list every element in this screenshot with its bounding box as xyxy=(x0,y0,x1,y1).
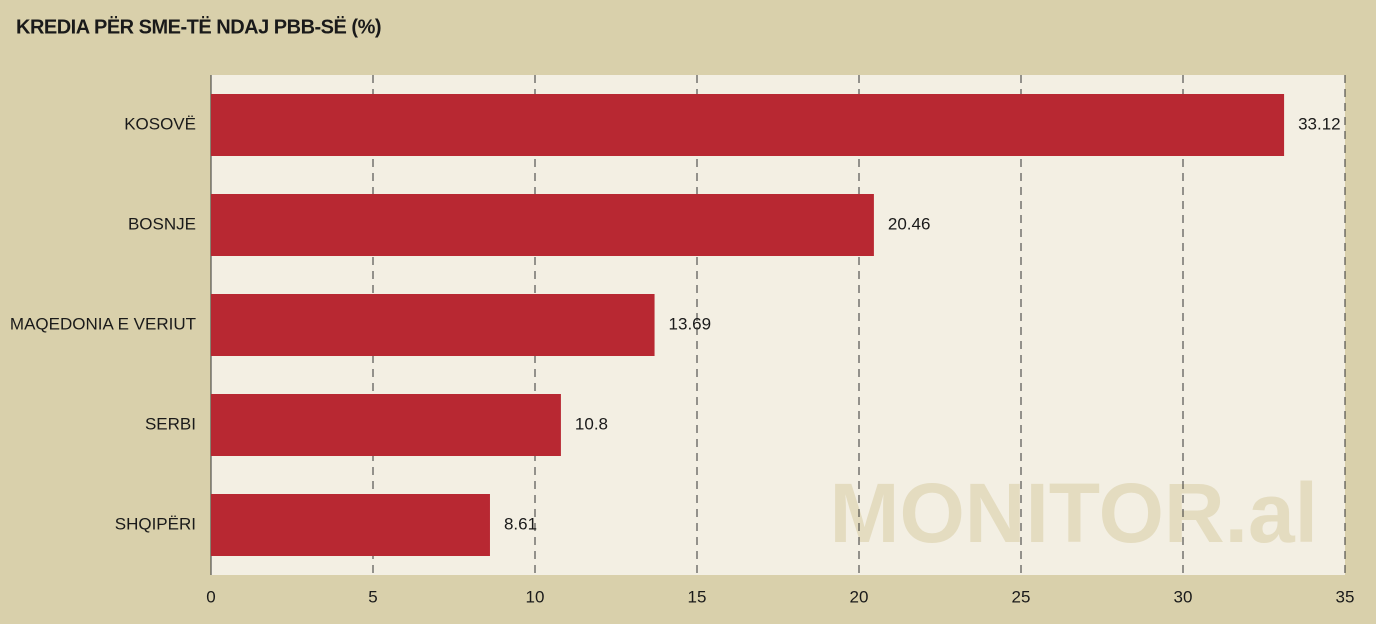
chart-title: KREDIA PËR SME-TË NDAJ PBB-SË (%) xyxy=(16,15,381,38)
bar xyxy=(211,194,874,256)
x-tick-label: 10 xyxy=(526,587,545,606)
bar xyxy=(211,294,655,356)
x-tick-label: 30 xyxy=(1174,587,1193,606)
x-tick-label: 35 xyxy=(1336,587,1355,606)
x-tick-label: 15 xyxy=(688,587,707,606)
y-tick-label: BOSNJE xyxy=(128,214,196,233)
y-tick-label: SHQIPËRI xyxy=(115,514,196,533)
y-tick-label: MAQEDONIA E VERIUT xyxy=(10,314,196,333)
watermark: MONITOR.al xyxy=(830,466,1319,560)
y-tick-label: SERBI xyxy=(145,414,196,433)
data-label: 8.61 xyxy=(504,514,537,533)
data-label: 20.46 xyxy=(888,214,931,233)
data-label: 10.8 xyxy=(575,414,608,433)
x-tick-label: 25 xyxy=(1012,587,1031,606)
x-tick-label: 0 xyxy=(206,587,215,606)
data-label: 13.69 xyxy=(669,314,712,333)
bar xyxy=(211,394,561,456)
y-tick-label: KOSOVË xyxy=(124,114,196,133)
bar xyxy=(211,494,490,556)
x-tick-label: 20 xyxy=(850,587,869,606)
data-label: 33.12 xyxy=(1298,114,1341,133)
bar xyxy=(211,94,1285,156)
x-tick-label: 5 xyxy=(368,587,377,606)
